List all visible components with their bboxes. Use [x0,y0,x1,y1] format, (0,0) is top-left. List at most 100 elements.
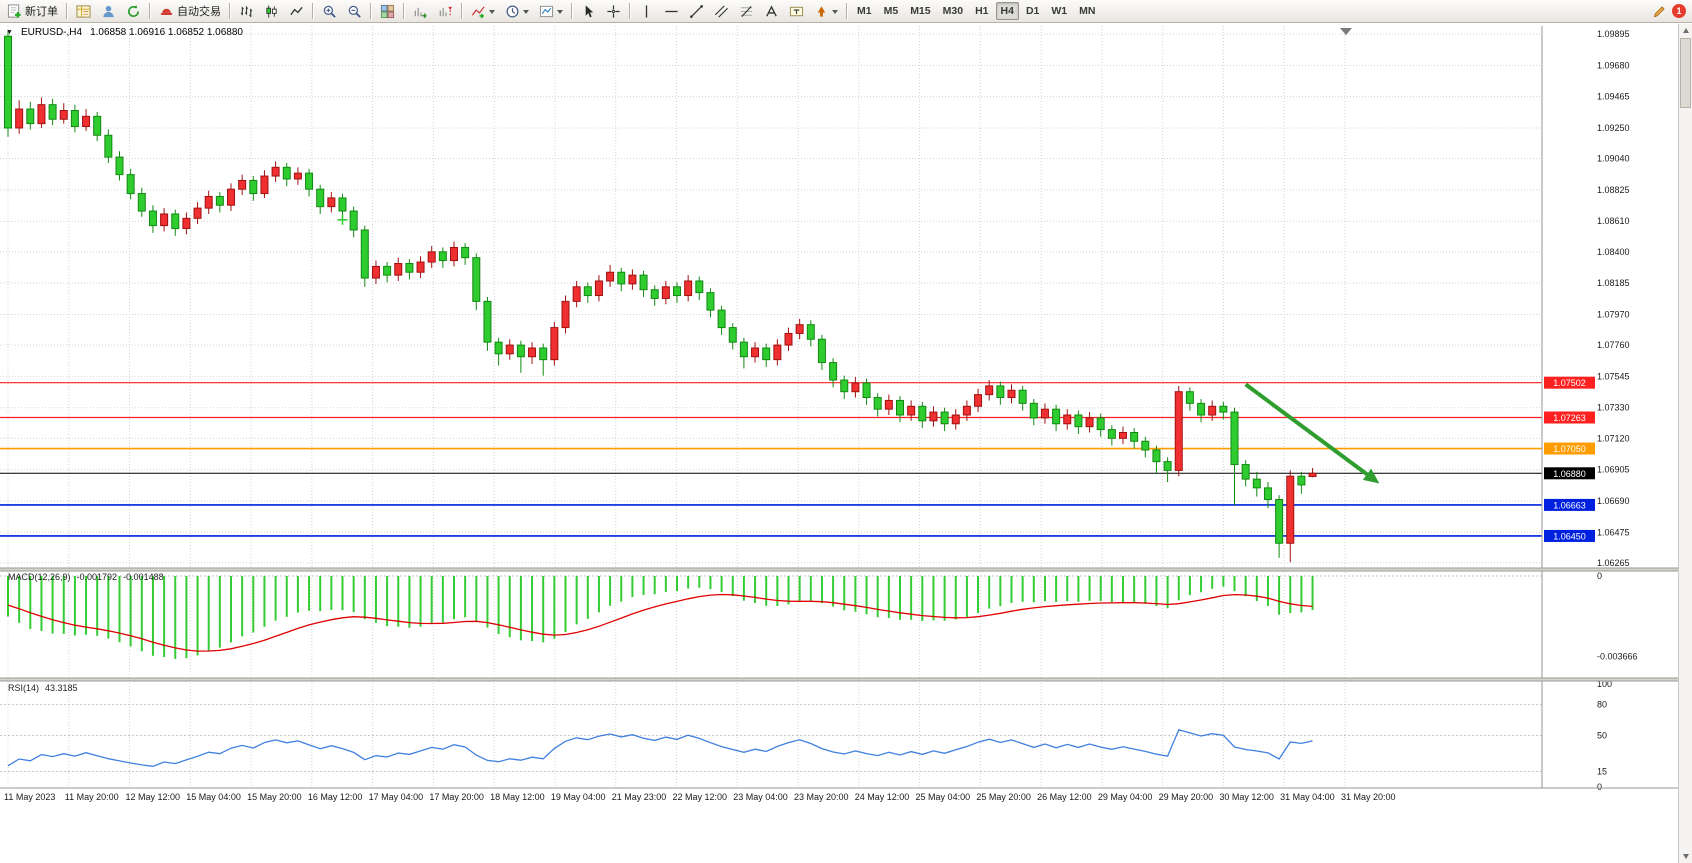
vertical-scrollbar[interactable] [1678,24,1692,863]
scroll-up-button[interactable] [1679,24,1692,37]
toolbar-separator [370,3,372,19]
indicators-button[interactable] [467,2,499,21]
chart-symbol-period: EURUSD-,H4 [20,27,83,38]
dropdown-caret-icon [832,9,838,17]
bar-chart-button[interactable] [235,2,258,21]
candle [59,110,68,120]
edit-pencil-button[interactable] [1648,2,1671,21]
timeframe-h4-button[interactable]: H4 [995,2,1019,20]
one-click-trading-toggle[interactable]: ▼ [6,29,13,36]
indicators-icon [471,4,486,19]
candles [4,30,1317,563]
time-axis-label: 18 May 12:00 [490,792,545,802]
candle [82,115,91,128]
panel-splitter[interactable] [0,678,1692,681]
timeframe-h1-button[interactable]: H1 [970,2,993,20]
candle [450,246,458,262]
new-order-icon [7,3,22,19]
candle [182,217,191,230]
market-watch-button[interactable] [72,2,95,21]
horizontal-line-button[interactable] [660,2,683,21]
chart-shift-marker[interactable] [1340,28,1352,35]
candlestick-chart-icon [264,4,279,19]
candle [907,405,916,416]
h-line-price-label: 1.07502 [1553,378,1586,388]
arrows-button[interactable] [810,2,842,21]
notification-badge[interactable]: 1 [1672,4,1686,18]
channel-button[interactable] [710,2,733,21]
candle [528,347,537,358]
crosshair-icon [606,4,621,19]
trend-arrow[interactable] [1244,382,1371,478]
macd-signal-value: -0.001488 [123,572,164,582]
candlestick-chart-button[interactable] [260,2,283,21]
h-line-price-box [1544,529,1595,542]
macd-signal-line [7,593,1313,652]
auto-scroll-button[interactable] [409,2,432,21]
data-window-button[interactable] [97,2,120,21]
trend-arrow-head[interactable] [1362,468,1380,484]
label-button[interactable] [785,2,808,21]
candle [795,324,804,334]
candle [171,213,180,230]
arrow-down-icon [1682,854,1689,862]
candle [606,271,615,282]
tile-windows-button[interactable] [376,2,399,21]
candle [349,210,358,231]
trendline-button[interactable] [685,2,708,21]
vertical-line-button[interactable] [635,2,658,21]
timeframe-d1-button[interactable]: D1 [1021,2,1044,20]
market-watch-icon [76,4,91,19]
candle [1219,405,1228,413]
candle [238,179,247,190]
timeframe-m1-button[interactable]: M1 [852,2,877,20]
cursor-button[interactable] [577,2,600,21]
rsi-scale-label: 15 [1597,767,1607,777]
rsi-label: RSI(14) 43.3185 [8,683,78,693]
price-scale[interactable] [1542,26,1678,788]
h-line-price-box [1544,498,1595,511]
timeframe-m15-button[interactable]: M15 [905,2,935,20]
navigator-button[interactable] [122,2,145,21]
candle [539,347,548,361]
line-chart-button[interactable] [285,2,308,21]
timeframe-w1-button[interactable]: W1 [1046,2,1072,20]
candle [594,280,603,297]
macd-value: -0.001792 [76,572,118,582]
price-tick-label: 1.09895 [1597,29,1630,39]
candle [1052,408,1061,425]
dropdown-caret-icon [523,9,529,17]
chart-shift-icon [438,4,453,19]
price-tick-label: 1.08610 [1597,216,1630,226]
timeframe-m30-button[interactable]: M30 [938,2,968,20]
vertical-line-icon [639,4,654,19]
templates-icon [539,4,554,19]
candle [572,286,581,302]
periods-button[interactable] [501,2,533,21]
fibonacci-button[interactable] [735,2,758,21]
data-window-icon [101,4,116,19]
zoom-out-button[interactable] [343,2,366,21]
templates-button[interactable] [535,2,567,21]
candle [360,229,369,279]
panel-splitter[interactable] [0,568,1692,571]
h-line-price-label: 1.06880 [1553,469,1586,479]
toolbar: 新订单 自动交易 M1 M5 M15 M30 H1 H4 D1 W1 MN 1 [0,0,1692,23]
toolbar-separator [629,3,631,19]
auto-trading-icon [159,4,174,19]
chart-shift-button[interactable] [434,2,457,21]
text-button[interactable] [760,2,783,21]
scrollbar-thumb[interactable] [1680,38,1691,108]
time-axis[interactable] [0,788,1678,804]
auto-trading-button[interactable]: 自动交易 [155,2,225,21]
timeframe-mn-button[interactable]: MN [1074,2,1100,20]
zoom-in-button[interactable] [318,2,341,21]
timeframe-m5-button[interactable]: M5 [879,2,904,20]
candle [1308,472,1317,478]
new-order-button[interactable]: 新订单 [3,2,62,21]
plus-marker[interactable] [337,214,348,225]
crosshair-button[interactable] [602,2,625,21]
dropdown-caret-icon [489,9,495,17]
scroll-down-button[interactable] [1679,850,1692,863]
